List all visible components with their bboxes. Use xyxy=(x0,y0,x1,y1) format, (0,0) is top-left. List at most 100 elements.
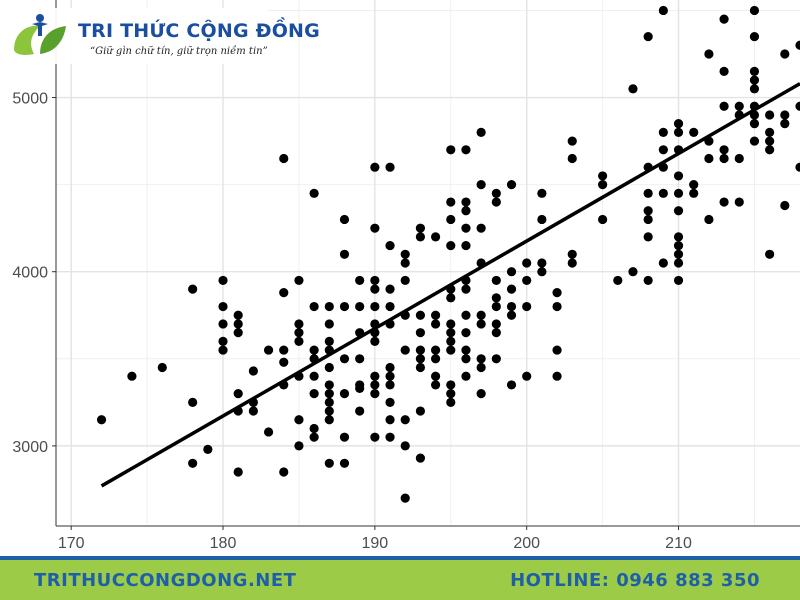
data-point xyxy=(446,197,456,207)
data-point xyxy=(309,301,319,312)
data-point xyxy=(658,258,668,268)
data-point xyxy=(567,258,577,268)
tick-labels: 170 180 190 200 210 3000 4000 5000 xyxy=(12,91,692,552)
data-point xyxy=(719,101,729,111)
brand-name: TRI THỨC CỘNG ĐỒNG xyxy=(78,20,320,42)
data-point xyxy=(248,366,258,376)
data-point xyxy=(461,310,471,320)
data-point xyxy=(324,380,334,390)
data-point xyxy=(430,319,441,329)
data-point xyxy=(552,288,562,298)
data-point xyxy=(415,354,426,364)
data-point xyxy=(522,258,532,268)
trend-line xyxy=(100,82,800,488)
data-point xyxy=(430,354,441,364)
brand-logo: TRI THỨC CỘNG ĐỒNG “Giữ gìn chữ tín, giữ… xyxy=(8,8,320,64)
data-point xyxy=(537,267,547,277)
data-point xyxy=(188,458,198,468)
data-point xyxy=(400,415,410,425)
data-point xyxy=(461,145,471,155)
data-point xyxy=(294,336,304,346)
footer-bar: TRITHUCCONGDONG.NET HOTLINE: 0946 883 35… xyxy=(0,560,800,600)
data-point xyxy=(400,441,410,451)
data-point xyxy=(415,310,426,320)
data-point xyxy=(476,389,486,399)
data-point xyxy=(203,444,213,454)
data-point xyxy=(218,336,228,346)
x-tick-label: 190 xyxy=(362,535,389,552)
data-point xyxy=(673,206,684,216)
data-point xyxy=(339,389,350,399)
data-point xyxy=(218,345,228,355)
data-point xyxy=(324,458,334,468)
data-point xyxy=(430,345,441,355)
data-point xyxy=(355,383,365,394)
data-point xyxy=(324,336,334,346)
data-point xyxy=(339,214,350,225)
data-point xyxy=(446,389,456,399)
data-point xyxy=(567,136,577,146)
data-point xyxy=(157,362,167,373)
data-point xyxy=(719,145,729,155)
data-point xyxy=(339,432,350,442)
data-point xyxy=(506,380,517,390)
data-point xyxy=(734,153,744,164)
data-point xyxy=(673,240,684,251)
data-point xyxy=(294,441,304,451)
data-point xyxy=(385,415,395,425)
data-point xyxy=(491,275,501,286)
data-point xyxy=(370,162,380,172)
data-point xyxy=(491,293,501,303)
website-link[interactable]: TRITHUCCONGDONG.NET xyxy=(34,570,297,591)
y-tick-label: 3000 xyxy=(12,439,48,456)
data-point xyxy=(385,397,395,407)
data-point xyxy=(643,188,653,198)
data-points xyxy=(96,5,800,503)
data-point xyxy=(415,223,426,233)
data-point xyxy=(765,145,775,155)
data-point xyxy=(689,127,699,137)
data-point xyxy=(415,345,426,355)
data-point xyxy=(765,127,775,137)
data-point xyxy=(643,214,653,225)
data-point xyxy=(673,119,684,129)
data-point xyxy=(233,467,243,477)
data-point xyxy=(385,432,395,442)
data-point xyxy=(491,188,501,198)
data-point xyxy=(446,319,456,329)
data-point xyxy=(279,467,289,477)
data-point xyxy=(324,406,334,416)
data-point xyxy=(749,31,760,42)
data-point xyxy=(795,162,800,172)
data-point xyxy=(279,357,289,367)
x-tick-label: 180 xyxy=(210,535,237,552)
data-point xyxy=(370,432,380,442)
data-point xyxy=(537,214,547,225)
x-tick-label: 200 xyxy=(513,535,540,552)
data-point xyxy=(324,415,334,425)
data-point xyxy=(218,301,228,312)
data-point xyxy=(370,389,380,399)
data-point xyxy=(355,301,365,312)
data-point xyxy=(673,232,684,242)
data-point xyxy=(324,319,334,329)
data-point xyxy=(689,188,699,198)
data-point xyxy=(294,275,304,286)
data-point xyxy=(673,188,684,198)
data-point xyxy=(370,275,380,286)
data-point xyxy=(248,406,258,416)
data-point xyxy=(522,301,532,312)
data-point xyxy=(689,180,699,190)
x-tick-label: 210 xyxy=(665,535,692,552)
y-tick-label: 4000 xyxy=(12,265,48,282)
data-point xyxy=(673,275,684,286)
data-point xyxy=(749,5,760,16)
data-point xyxy=(446,145,456,155)
data-point xyxy=(491,301,501,312)
data-point xyxy=(780,200,790,211)
data-point xyxy=(628,267,638,277)
data-point xyxy=(461,206,471,216)
data-point xyxy=(506,284,517,294)
data-point xyxy=(522,275,532,286)
data-point xyxy=(765,136,775,146)
